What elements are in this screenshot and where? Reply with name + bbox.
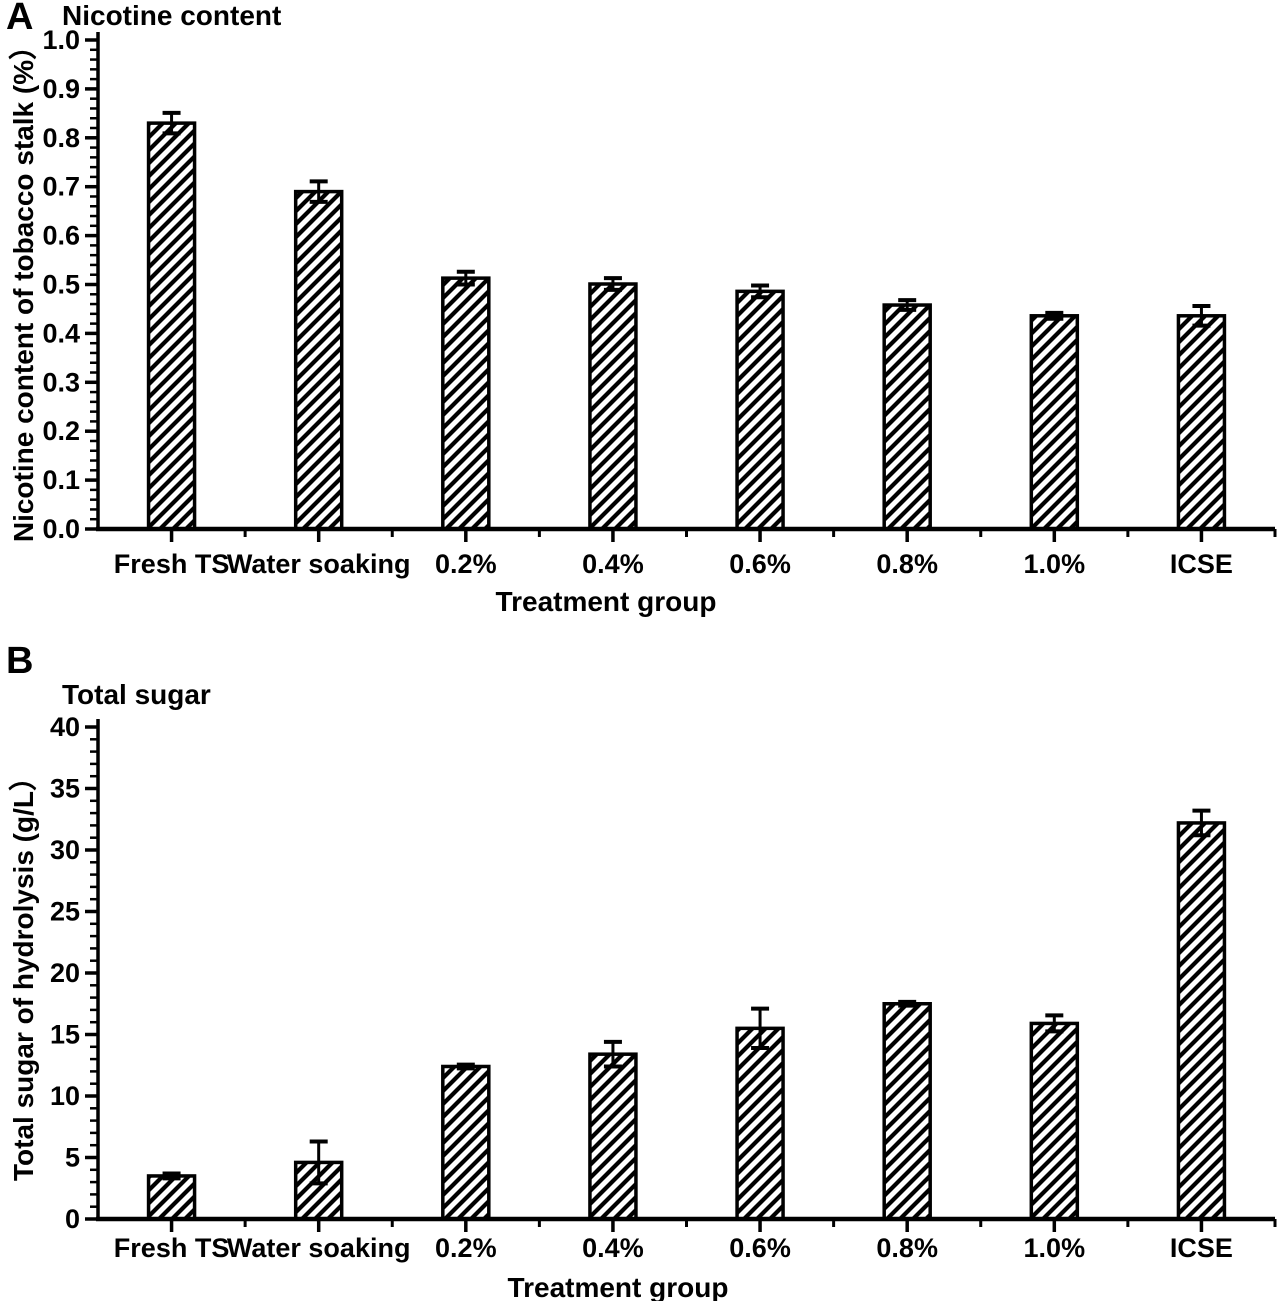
x-tick-label: 1.0% — [1024, 549, 1086, 579]
bar-0.4% — [588, 282, 638, 531]
y-tick-label: 1.0 — [42, 25, 80, 55]
x-tick-label: 0.2% — [435, 549, 497, 579]
y-tick-label: 0.2 — [42, 416, 80, 446]
panel-a-title: Nicotine content — [62, 0, 282, 31]
y-tick-label: 25 — [50, 897, 80, 927]
y-tick-label: 5 — [65, 1143, 80, 1173]
y-tick-label: 15 — [50, 1020, 80, 1050]
y-tick-label: 0 — [65, 1204, 80, 1234]
panel-a-y-axis-title: Nicotine content of tobacco stalk (%） — [8, 31, 39, 543]
y-tick-label: 0.4 — [42, 318, 80, 348]
y-tick-label: 0.1 — [42, 465, 80, 495]
y-tick-label: 0.8 — [42, 123, 80, 153]
x-tick-label: ICSE — [1170, 1233, 1233, 1263]
y-tick-label: 0.6 — [42, 221, 80, 251]
x-tick-label: 0.6% — [729, 549, 791, 579]
x-tick-label: 0.6% — [729, 1233, 791, 1263]
bar-Water soaking — [293, 189, 344, 531]
y-tick-label: 0.3 — [42, 367, 80, 397]
x-tick-label: 0.4% — [582, 1233, 644, 1263]
panel-b-title: Total sugar — [62, 679, 211, 710]
bar-0.2% — [441, 1064, 491, 1221]
y-tick-label: 0.9 — [42, 74, 80, 104]
bar-0.8% — [882, 303, 932, 531]
panel-a-letter: A — [6, 0, 34, 38]
x-tick-label: Water soaking — [227, 549, 411, 579]
y-tick-label: 0.0 — [42, 514, 80, 544]
y-tick-label: 30 — [50, 835, 80, 865]
y-tick-label: 40 — [50, 712, 80, 742]
x-tick-label: 0.4% — [582, 549, 644, 579]
x-tick-label: 1.0% — [1024, 1233, 1086, 1263]
bar-0.4% — [588, 1052, 638, 1221]
panel-b-letter: B — [6, 640, 34, 682]
panel-A-plot: 0.0 0.1 0.2 0.3 0.4 0.5 0.6 0.7 0.8 0.9 1.0 Fresh T… — [42, 25, 1277, 579]
y-tick-label: 20 — [50, 958, 80, 988]
panel-b-x-axis-title: Treatment group — [507, 1272, 729, 1301]
x-tick-label: 0.2% — [435, 1233, 497, 1263]
x-tick-label: Fresh TS — [114, 549, 230, 579]
bar-Fresh TS — [146, 1174, 197, 1221]
bar-0.6% — [735, 289, 785, 531]
x-tick-label: Fresh TS — [114, 1233, 230, 1263]
y-tick-label: 10 — [50, 1081, 80, 1111]
bar-ICSE — [1176, 821, 1227, 1221]
bar-ICSE — [1176, 314, 1227, 531]
x-tick-label: Water soaking — [227, 1233, 411, 1263]
x-tick-label: 0.8% — [876, 1233, 938, 1263]
bar-0.6% — [735, 1026, 785, 1221]
bar-1.0% — [1029, 314, 1080, 531]
bar-0.2% — [441, 276, 491, 531]
x-tick-label: ICSE — [1170, 549, 1233, 579]
bar-Fresh TS — [146, 121, 197, 531]
bar-1.0% — [1029, 1021, 1080, 1221]
y-tick-label: 0.5 — [42, 270, 80, 300]
y-tick-label: 0.7 — [42, 172, 80, 202]
y-tick-label: 35 — [50, 774, 80, 804]
x-tick-label: 0.8% — [876, 549, 938, 579]
bar-0.8% — [882, 1002, 932, 1221]
panel-b-y-axis-title: Total sugar of hydrolysis (g/L） — [8, 763, 39, 1181]
panel-a-x-axis-title: Treatment group — [495, 586, 717, 617]
